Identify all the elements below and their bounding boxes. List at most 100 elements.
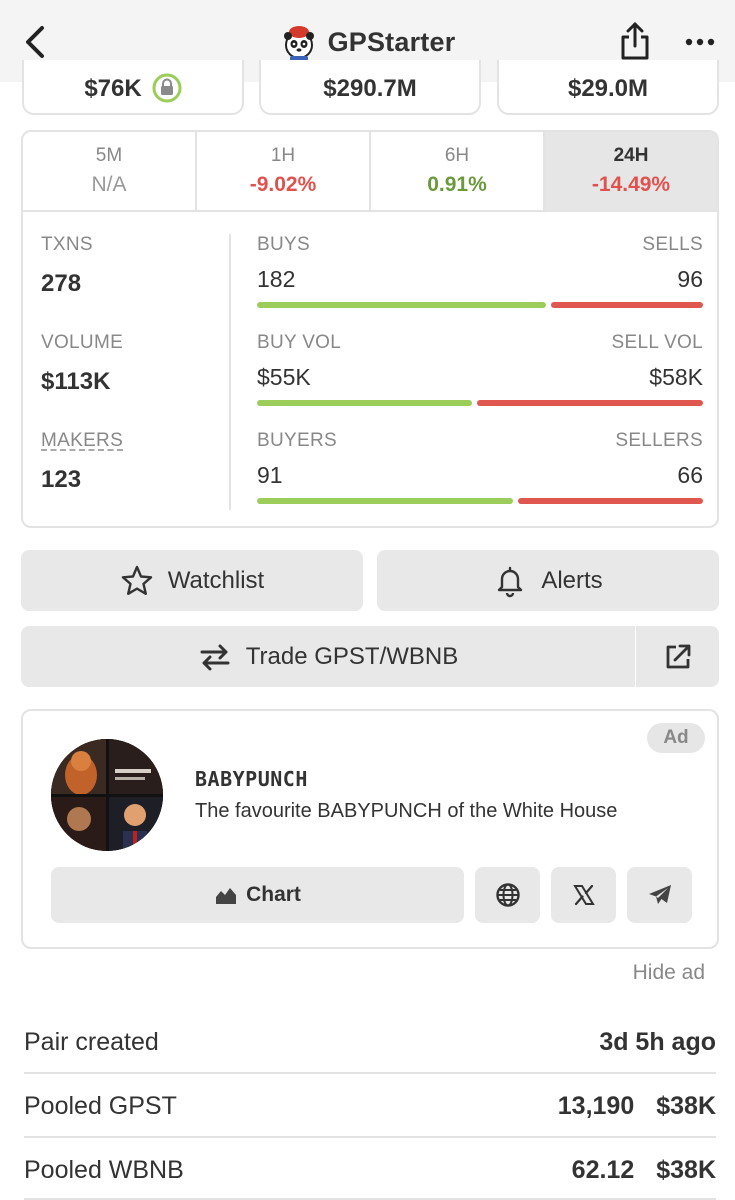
ad-telegram-button[interactable] xyxy=(627,867,692,923)
metrics-grid: TXNS 278 BUYS SELLS 182 96 VO xyxy=(23,212,717,526)
app-title-group: GPStarter xyxy=(0,20,735,64)
transactions-panel: 5M N/A 1H -9.02% 6H 0.91% 24H -14.49% TX… xyxy=(21,130,719,528)
ad-website-button[interactable] xyxy=(475,867,540,923)
buy-bar-segment xyxy=(257,302,546,308)
trade-button[interactable]: Trade GPST/WBNB xyxy=(21,626,635,687)
liquidity-card: $76K xyxy=(22,60,244,115)
pooled-wbnb-label: Pooled WBNB xyxy=(24,1155,184,1184)
pair-created-row: Pair created 3d 5h ago xyxy=(24,1010,716,1074)
sell-bar-segment xyxy=(550,302,703,308)
tab-change-value: -9.02% xyxy=(249,173,317,196)
tab-1h[interactable]: 1H -9.02% xyxy=(197,132,371,210)
fdv-card: $290.7M xyxy=(259,60,481,115)
market-cap-card: $29.0M xyxy=(497,60,719,115)
pair-created-value: 3d 5h ago xyxy=(599,1027,716,1056)
ad-x-button[interactable] xyxy=(551,867,616,923)
tab-change-value: 0.91% xyxy=(427,173,487,196)
fdv-value: $290.7M xyxy=(323,75,417,102)
more-horizontal-icon[interactable] xyxy=(684,36,716,48)
sell-bar-segment xyxy=(476,400,703,406)
ad-badge: Ad xyxy=(647,723,705,753)
external-link-icon xyxy=(666,644,690,668)
liquidity-value: $76K xyxy=(84,75,142,102)
tab-6h[interactable]: 6H 0.91% xyxy=(371,132,545,210)
open-external-button[interactable] xyxy=(636,626,719,687)
chevron-left-icon[interactable] xyxy=(22,24,48,60)
lock-icon xyxy=(152,73,182,103)
app-title: GPStarter xyxy=(327,26,456,57)
buyers-value: 91 xyxy=(257,462,283,488)
pair-created-label: Pair created xyxy=(24,1027,159,1056)
share-icon[interactable] xyxy=(618,20,652,62)
buys-sells-ratio-bar xyxy=(257,302,703,308)
volume-value: $113K xyxy=(41,368,111,395)
pooled-gpst-usd: $38K xyxy=(656,1091,716,1120)
sells-label: SELLS xyxy=(642,234,703,255)
volume-ratio-bar xyxy=(257,400,703,406)
watchlist-button[interactable]: Watchlist xyxy=(21,550,363,611)
column-divider xyxy=(229,234,231,510)
pooled-gpst-amount: 13,190 xyxy=(557,1091,635,1120)
ad-avatar[interactable] xyxy=(51,739,163,851)
sellers-label: SELLERS xyxy=(615,430,703,451)
bell-icon xyxy=(498,566,523,597)
buyers-label: BUYERS xyxy=(257,430,337,451)
buys-label: BUYS xyxy=(257,234,310,255)
market-cap-value: $29.0M xyxy=(567,75,649,102)
ad-description: The favourite BABYPUNCH of the White Hou… xyxy=(195,800,618,822)
pooled-wbnb-usd: $38K xyxy=(656,1155,716,1184)
pooled-gpst-label: Pooled GPST xyxy=(24,1091,177,1120)
ad-card: Ad BABYPUNCH The favourite BABYPUNCH of … xyxy=(21,709,719,949)
timeframe-tabs: 5M N/A 1H -9.02% 6H 0.91% 24H -14.49% xyxy=(23,132,717,212)
ad-title: BABYPUNCH xyxy=(195,767,308,791)
ad-chart-label: Chart xyxy=(246,883,301,906)
pooled-wbnb-values: 62.12 $38K xyxy=(572,1156,716,1185)
makers-label[interactable]: MAKERS xyxy=(41,430,124,451)
buy-vol-label: BUY VOL xyxy=(257,332,342,353)
ad-chart-button[interactable]: Chart xyxy=(51,867,464,923)
tab-change-value: -14.49% xyxy=(591,173,671,196)
tab-label: 6H xyxy=(444,145,470,166)
buyers-sellers-ratio-bar xyxy=(257,498,703,504)
volume-label: VOLUME xyxy=(41,332,124,353)
buy-bar-segment xyxy=(257,498,513,504)
txns-value: 278 xyxy=(41,270,82,297)
panda-mascot-icon xyxy=(283,26,314,61)
sell-vol-value: $58K xyxy=(649,364,703,390)
makers-value: 123 xyxy=(41,466,82,493)
buys-value: 182 xyxy=(257,266,296,292)
row-divider xyxy=(24,1198,716,1200)
trade-label: Trade GPST/WBNB xyxy=(245,642,459,670)
sells-value: 96 xyxy=(677,266,703,292)
pooled-gpst-values: 13,190 $38K xyxy=(558,1092,716,1121)
pooled-gpst-row: Pooled GPST 13,190 $38K xyxy=(24,1074,716,1138)
makers-row: MAKERS 123 BUYERS SELLERS 91 66 xyxy=(23,430,717,520)
row-divider xyxy=(24,1072,716,1074)
pooled-wbnb-row: Pooled WBNB 62.12 $38K xyxy=(24,1138,716,1200)
star-icon xyxy=(121,565,152,595)
sell-vol-label: SELL VOL xyxy=(611,332,703,353)
tab-label: 1H xyxy=(270,145,296,166)
area-chart-icon xyxy=(216,888,237,904)
x-logo-icon xyxy=(572,884,595,906)
tab-change-value: N/A xyxy=(91,173,127,196)
globe-icon xyxy=(495,883,520,907)
tab-label: 5M xyxy=(95,145,123,166)
alerts-label: Alerts xyxy=(541,566,603,594)
swap-arrows-icon xyxy=(200,644,230,670)
txns-row: TXNS 278 BUYS SELLS 182 96 xyxy=(23,234,717,324)
telegram-icon xyxy=(648,885,671,904)
alerts-button[interactable]: Alerts xyxy=(377,550,719,611)
hide-ad-link[interactable]: Hide ad xyxy=(632,961,705,984)
buy-vol-value: $55K xyxy=(257,364,311,390)
volume-row: VOLUME $113K BUY VOL SELL VOL $55K $58K xyxy=(23,332,717,422)
txns-label: TXNS xyxy=(41,234,93,255)
sellers-value: 66 xyxy=(677,462,703,488)
row-divider xyxy=(24,1136,716,1138)
sell-bar-segment xyxy=(517,498,703,504)
buy-bar-segment xyxy=(257,400,472,406)
tab-24h[interactable]: 24H -14.49% xyxy=(545,132,717,210)
pooled-wbnb-amount: 62.12 xyxy=(571,1155,635,1184)
tab-5m[interactable]: 5M N/A xyxy=(23,132,197,210)
tab-label: 24H xyxy=(613,145,649,166)
